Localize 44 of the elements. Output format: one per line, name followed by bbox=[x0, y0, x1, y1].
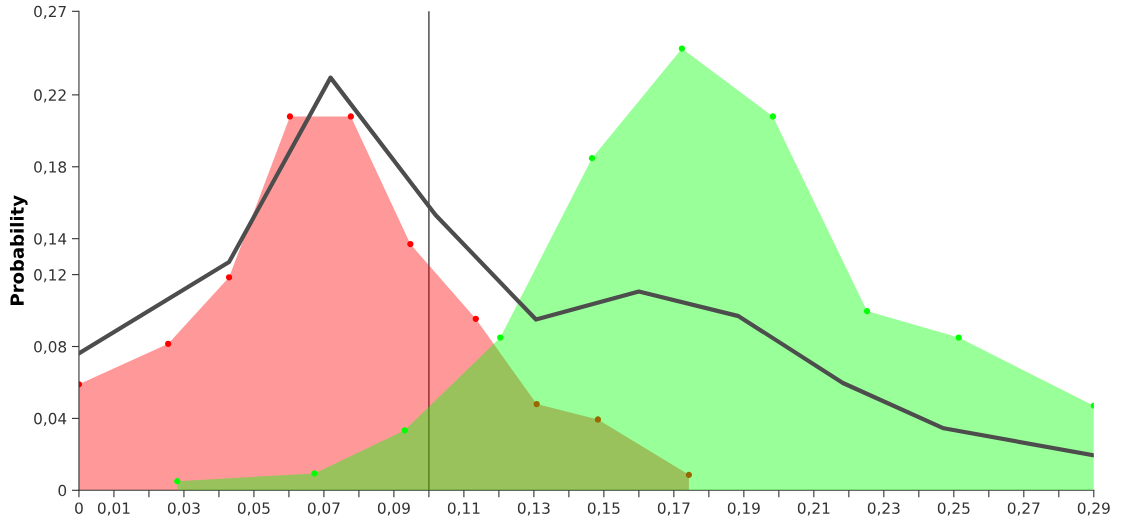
point bbox=[165, 340, 172, 347]
point bbox=[311, 470, 318, 477]
point bbox=[347, 113, 354, 120]
y-axis-title: Probability bbox=[9, 195, 28, 305]
y-tick-label: 0,14 bbox=[34, 233, 67, 247]
point bbox=[955, 334, 962, 341]
point bbox=[588, 155, 596, 162]
point bbox=[685, 471, 693, 478]
y-tick-label: 0,08 bbox=[34, 340, 67, 355]
point bbox=[863, 307, 871, 315]
x-tick-label: 0,15 bbox=[587, 502, 620, 516]
y-tick-label: 0,18 bbox=[34, 161, 67, 175]
x-tick-label: 0,03 bbox=[167, 502, 200, 516]
x-tick-label: 0,19 bbox=[727, 502, 760, 516]
y-tick-label: 0,22 bbox=[34, 89, 66, 103]
x-tick-label: 0,17 bbox=[657, 502, 690, 516]
point bbox=[594, 416, 602, 423]
x-tick-label: 0,09 bbox=[377, 502, 410, 516]
point bbox=[497, 334, 504, 341]
point bbox=[225, 274, 233, 281]
line-series bbox=[78, 75, 1094, 458]
y-tick-label: 0 bbox=[58, 484, 67, 497]
y-tick-label: 0,04 bbox=[34, 412, 67, 426]
y-tick-label: 0,27 bbox=[34, 5, 66, 19]
point bbox=[401, 427, 408, 434]
x-tick-label: 0,25 bbox=[937, 502, 970, 516]
x-tick-label: 0,21 bbox=[797, 502, 830, 516]
point bbox=[407, 240, 414, 248]
y-tick-label: 0,12 bbox=[34, 269, 66, 283]
x-tick-label: 0,13 bbox=[517, 502, 550, 516]
x-tick-label: 0,07 bbox=[307, 502, 340, 516]
x-tick-label: 0,11 bbox=[447, 502, 480, 516]
x-tick-label: 0,23 bbox=[867, 502, 900, 516]
point bbox=[472, 315, 479, 322]
point bbox=[174, 478, 181, 485]
point bbox=[769, 113, 777, 120]
x-tick-label: 0,05 bbox=[237, 502, 270, 516]
x-tick-label: 0,29 bbox=[1077, 502, 1110, 516]
point bbox=[286, 113, 294, 120]
x-tick-label: 0,01 bbox=[97, 502, 130, 516]
point bbox=[533, 400, 540, 408]
point bbox=[678, 45, 686, 52]
x-tick-label: 0 bbox=[75, 502, 83, 514]
x-tick-label: 0,27 bbox=[1007, 502, 1040, 516]
